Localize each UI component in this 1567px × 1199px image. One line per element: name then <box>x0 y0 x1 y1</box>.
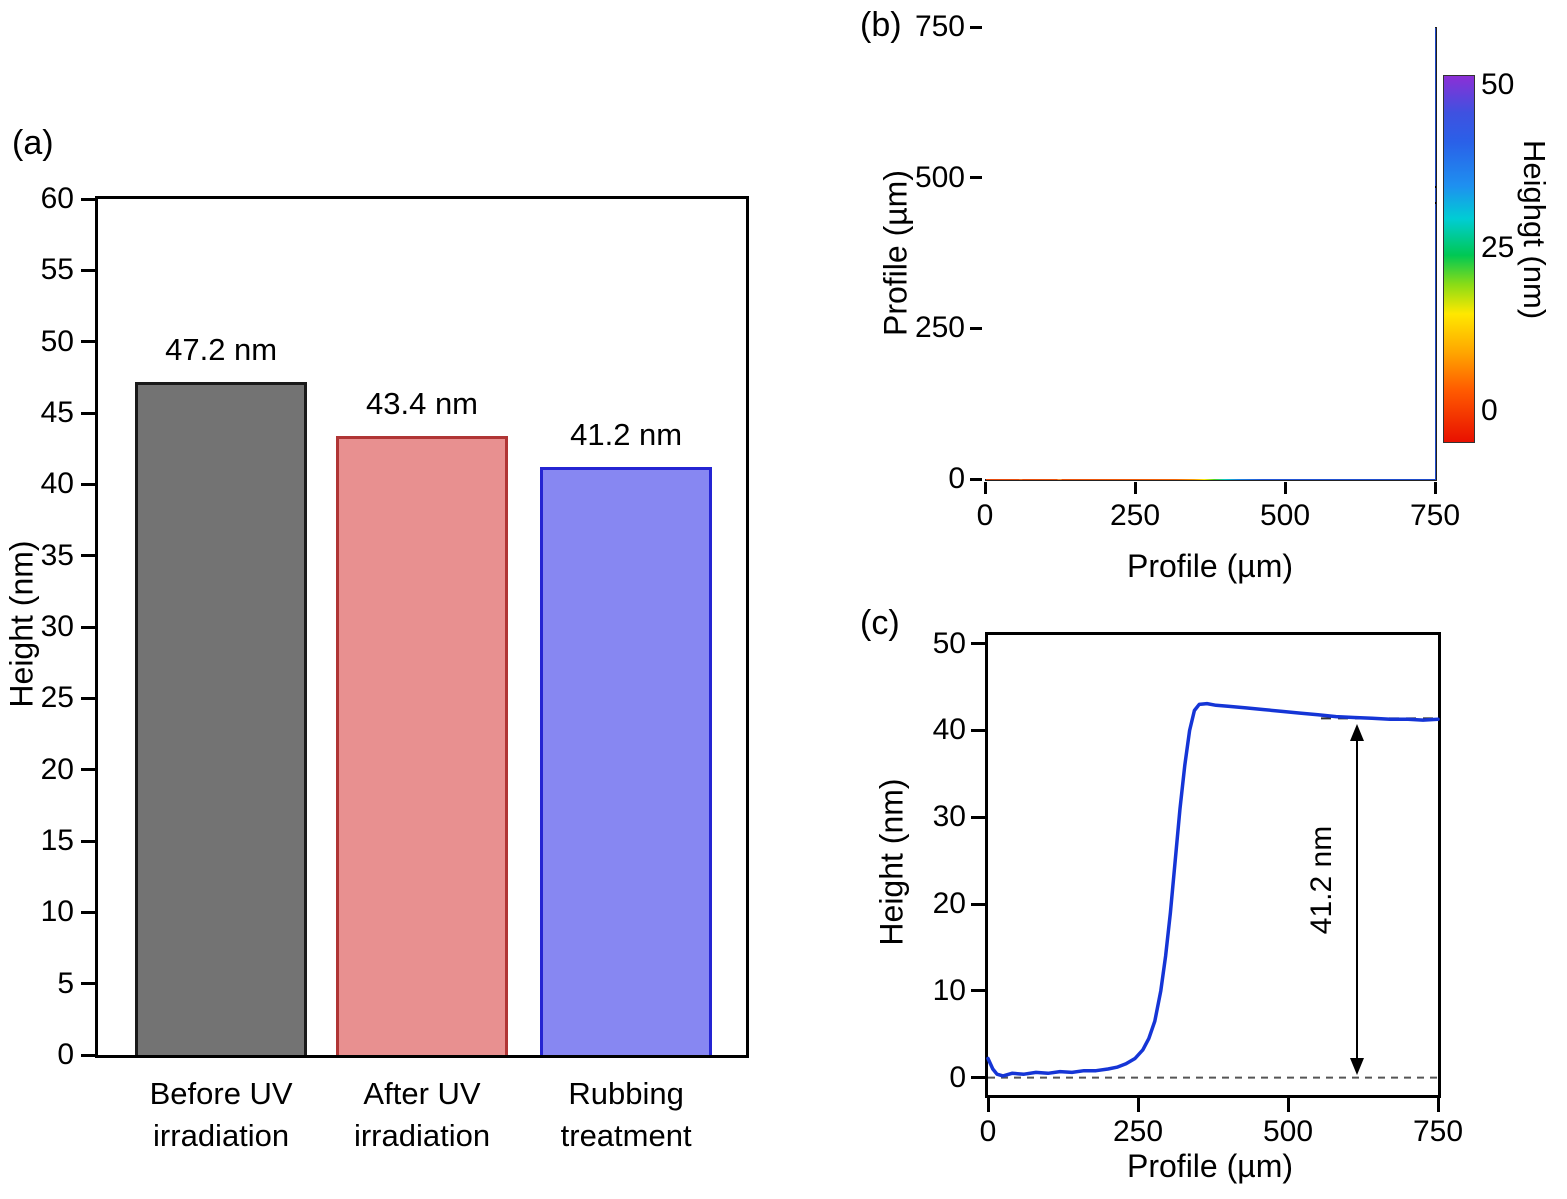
axis-tick <box>971 1076 985 1080</box>
line-chart-y-axis-label: Height (nm) <box>873 778 910 946</box>
bar-chart-y-tick-label: 10 <box>40 895 74 929</box>
axis-tick <box>971 902 985 906</box>
bar-value-label: 43.4 nm <box>365 385 479 421</box>
axis-tick <box>1436 1098 1440 1112</box>
axis-tick <box>81 696 95 700</box>
bar-chart-y-tick-label: 25 <box>40 681 74 715</box>
line-chart-x-axis-label: Profile (µm) <box>1127 1148 1293 1184</box>
line-chart-y-tick-label: 20 <box>932 887 966 921</box>
arrowhead-up <box>1350 724 1364 742</box>
line-chart-y-tick-label: 0 <box>949 1060 966 1094</box>
axis-tick <box>970 25 982 29</box>
axis-tick <box>81 482 95 486</box>
heatmap-y-tick-label: 250 <box>914 311 965 345</box>
bar-1 <box>336 435 508 1055</box>
line-chart-x-tick-label: 750 <box>1412 1115 1464 1148</box>
axis-tick <box>983 482 987 494</box>
line-chart-y-tick-label: 50 <box>932 626 966 660</box>
axis-tick <box>1283 482 1287 494</box>
bar-value-label: 41.2 nm <box>570 417 683 453</box>
heatmap-y-tick-label: 500 <box>914 160 965 194</box>
axis-tick <box>971 815 985 819</box>
axis-tick <box>971 989 985 993</box>
axis-tick <box>1433 482 1437 494</box>
bar-category-label: Rubbing treatment <box>560 1076 692 1153</box>
axis-tick <box>81 910 95 914</box>
axis-tick <box>81 197 95 201</box>
colorbar-axis-label: Heighgt (nm) <box>1517 140 1552 320</box>
line-profile-plot-area: 0 10 20 30 40 50 0 250 500 750 <box>933 628 1463 1146</box>
panel-a: (a) Height (nm) 0 5 10 15 20 25 30 35 40 45 50 55 60… <box>4 124 749 1153</box>
line-chart-x-tick-label: 250 <box>1112 1115 1164 1148</box>
height-profile-line <box>986 701 1440 1078</box>
panel-c: (c) Height (nm) 0 10 20 30 40 50 0 250 500 750 Pr… <box>830 600 1567 1199</box>
panel-b: (b) Profile (µm) 0 250 500 750 0 250 500 750 Pr… <box>830 0 1567 600</box>
colorbar <box>1443 75 1475 443</box>
heatmap-y-axis-label: Profile (µm) <box>877 170 914 336</box>
axis-tick <box>970 176 982 180</box>
bar-chart-y-tick-label: 40 <box>40 467 74 501</box>
line-profile-svg <box>986 701 1440 1079</box>
panel-b-label: (b) <box>860 6 902 44</box>
arrowhead-down <box>1350 1058 1364 1076</box>
bar-2 <box>540 467 712 1055</box>
bar-0 <box>135 381 307 1055</box>
heatmap-x-tick-label: 750 <box>1409 499 1461 532</box>
colorbar-tick-label: 25 <box>1481 231 1515 264</box>
heatmap-x-tick-label: 0 <box>976 499 994 532</box>
step-height-annotation: 41.2 nm <box>1305 825 1338 935</box>
heatmap-y-tick-label: 0 <box>948 462 965 495</box>
axis-tick <box>971 728 985 732</box>
axis-tick <box>81 625 95 629</box>
axis-tick <box>1286 1098 1290 1112</box>
bar-category-label: Before UV irradiation <box>149 1076 293 1153</box>
bar-chart-y-tick-label: 50 <box>40 324 74 358</box>
axis-tick <box>971 642 985 646</box>
line-chart-y-tick-label: 10 <box>932 973 966 1007</box>
bar-chart-y-tick-label: 45 <box>40 396 74 429</box>
bar-chart-y-tick-label: 5 <box>57 966 74 1000</box>
axis-tick <box>81 982 95 986</box>
axis-tick <box>81 411 95 415</box>
line-chart-y-tick-label: 30 <box>932 800 966 834</box>
bar-chart-y-tick-label: 15 <box>40 824 74 857</box>
axis-tick <box>81 768 95 772</box>
axis-tick <box>986 1098 990 1112</box>
line-chart-x-tick-label: 500 <box>1262 1115 1314 1148</box>
bar-chart-y-tick-label: 35 <box>40 538 74 572</box>
heatmap-x-axis-label: Profile (µm) <box>1127 548 1293 584</box>
bar-chart-y-tick-label: 20 <box>40 752 74 786</box>
colorbar-tick-label: 0 <box>1481 394 1498 427</box>
axis-tick <box>81 268 95 272</box>
axis-tick <box>81 554 95 558</box>
axis-tick <box>81 1053 95 1057</box>
bar-chart-y-tick-label: 55 <box>40 253 74 287</box>
bar-chart-y-tick-label: 60 <box>40 182 74 215</box>
axis-tick <box>81 839 95 843</box>
bar-chart-y-tick-label: 30 <box>40 610 74 643</box>
axis-tick <box>970 326 982 330</box>
bar-category-label: After UV irradiation <box>353 1076 491 1153</box>
panel-a-label: (a) <box>12 124 54 162</box>
axis-tick <box>1136 1098 1140 1112</box>
axis-tick <box>970 477 982 481</box>
colorbar-tick-label: 50 <box>1481 68 1515 101</box>
heatmap-x-tick-label: 250 <box>1109 499 1161 532</box>
line-chart-x-tick-label: 0 <box>979 1115 997 1148</box>
bar-chart-plot-area: 0 5 10 15 20 25 30 35 40 45 50 55 60 47.2 nm Before UV… <box>41 184 749 1153</box>
axis-tick <box>1133 482 1137 494</box>
heatmap-y-tick-label: 750 <box>914 10 965 43</box>
bar-chart-y-tick-label: 0 <box>57 1038 74 1071</box>
line-chart-y-tick-label: 40 <box>932 713 966 747</box>
panel-c-label: (c) <box>860 604 900 642</box>
heatmap-x-tick-label: 500 <box>1259 499 1311 532</box>
bar-value-label: 47.2 nm <box>165 331 278 367</box>
heatmap-axes: 0 250 500 750 0 250 500 750 <box>915 12 1460 531</box>
axis-tick <box>81 340 95 344</box>
